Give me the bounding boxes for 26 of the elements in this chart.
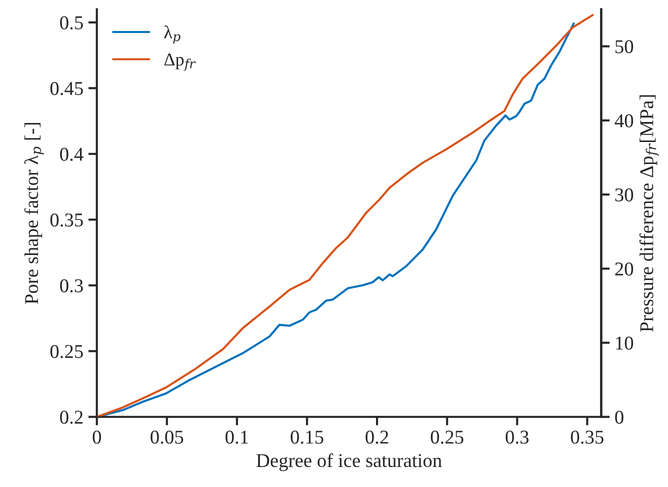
legend-label: Δp$_{fr}$	[164, 53, 196, 71]
x-tick-label: 0.15	[290, 430, 324, 444]
x-tick-label: 0.1	[226, 430, 248, 444]
x-tick-label: 0.25	[430, 430, 464, 444]
x-tick-label: 0.2	[366, 430, 388, 444]
y-tick-label: 0.4	[60, 148, 84, 161]
y2-tick-label: 0	[615, 410, 624, 424]
y2-axis-title: Pressure difference Δp$_{fr}$[MPa]	[639, 95, 659, 332]
legend-label: λ$_{p}$	[164, 26, 180, 44]
y2-tick-label: 10	[616, 336, 634, 350]
y2-tick-label: 50	[616, 40, 634, 54]
y-tick-label: 0.3	[60, 279, 83, 292]
x-tick-label: 0	[92, 430, 101, 444]
y2-tick-label: 40	[614, 114, 634, 128]
x-tick-label: 0.05	[150, 430, 184, 444]
y-tick-label: 0.45	[50, 82, 83, 96]
y-tick-label: 0.5	[60, 16, 83, 30]
y-axis-title: Pore shape factor λ$_{p}$ [-]	[24, 123, 44, 304]
y-tick-label: 0.2	[60, 410, 83, 424]
y-tick-label: 0.25	[50, 344, 83, 358]
y-tick-label: 0.35	[50, 213, 83, 227]
x-tick-label: 0.3	[506, 430, 529, 444]
y2-tick-label: 20	[615, 262, 634, 276]
x-axis-title: Degree of ice saturation	[256, 453, 442, 472]
x-tick-label: 0.35	[570, 430, 604, 444]
y2-tick-label: 30	[615, 188, 634, 202]
